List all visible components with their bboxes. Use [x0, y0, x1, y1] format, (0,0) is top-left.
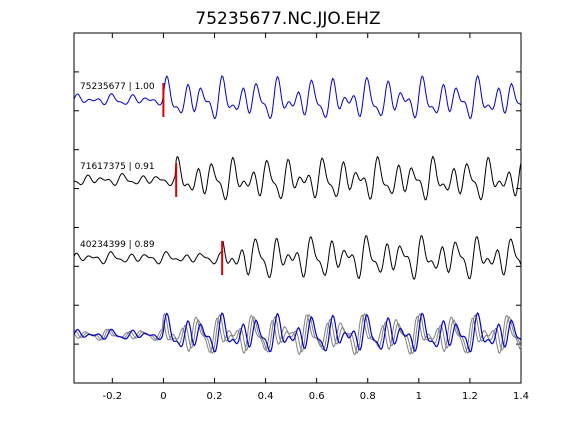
- trace-group: [73, 74, 522, 280]
- x-tick-label: -0.2: [103, 391, 123, 402]
- x-tick-label: 0.4: [258, 391, 274, 402]
- trace-line: [73, 74, 522, 120]
- trace-line: [73, 155, 522, 201]
- trace-label: 71617375 | 0.91: [80, 162, 155, 172]
- trace-label: 75235677 | 1.00: [80, 82, 155, 92]
- overlay-trace: [73, 312, 522, 353]
- trace-labels: 75235677 | 1.00 71617375 | 0.91 40234399 |…: [80, 82, 155, 250]
- overlay-panel: [73, 312, 522, 356]
- x-tick-label: 1.2: [462, 391, 478, 402]
- x-tick-label: 0.6: [309, 391, 325, 402]
- x-tick-label: 1: [416, 391, 422, 402]
- x-tick-label: 0: [160, 391, 166, 402]
- trace-line: [73, 235, 522, 280]
- chart-title: 75235677.NC.JJO.EHZ: [195, 9, 380, 29]
- x-axis-ticks: -0.2 0 0.2 0.4 0.6 0.8 1 1.2 1.4: [103, 33, 529, 402]
- trace-label: 40234399 | 0.89: [80, 240, 155, 250]
- x-tick-label: 1.4: [513, 391, 529, 402]
- plot-frame: [73, 32, 522, 384]
- x-tick-label: 0.8: [360, 391, 376, 402]
- x-tick-label: 0.2: [207, 391, 223, 402]
